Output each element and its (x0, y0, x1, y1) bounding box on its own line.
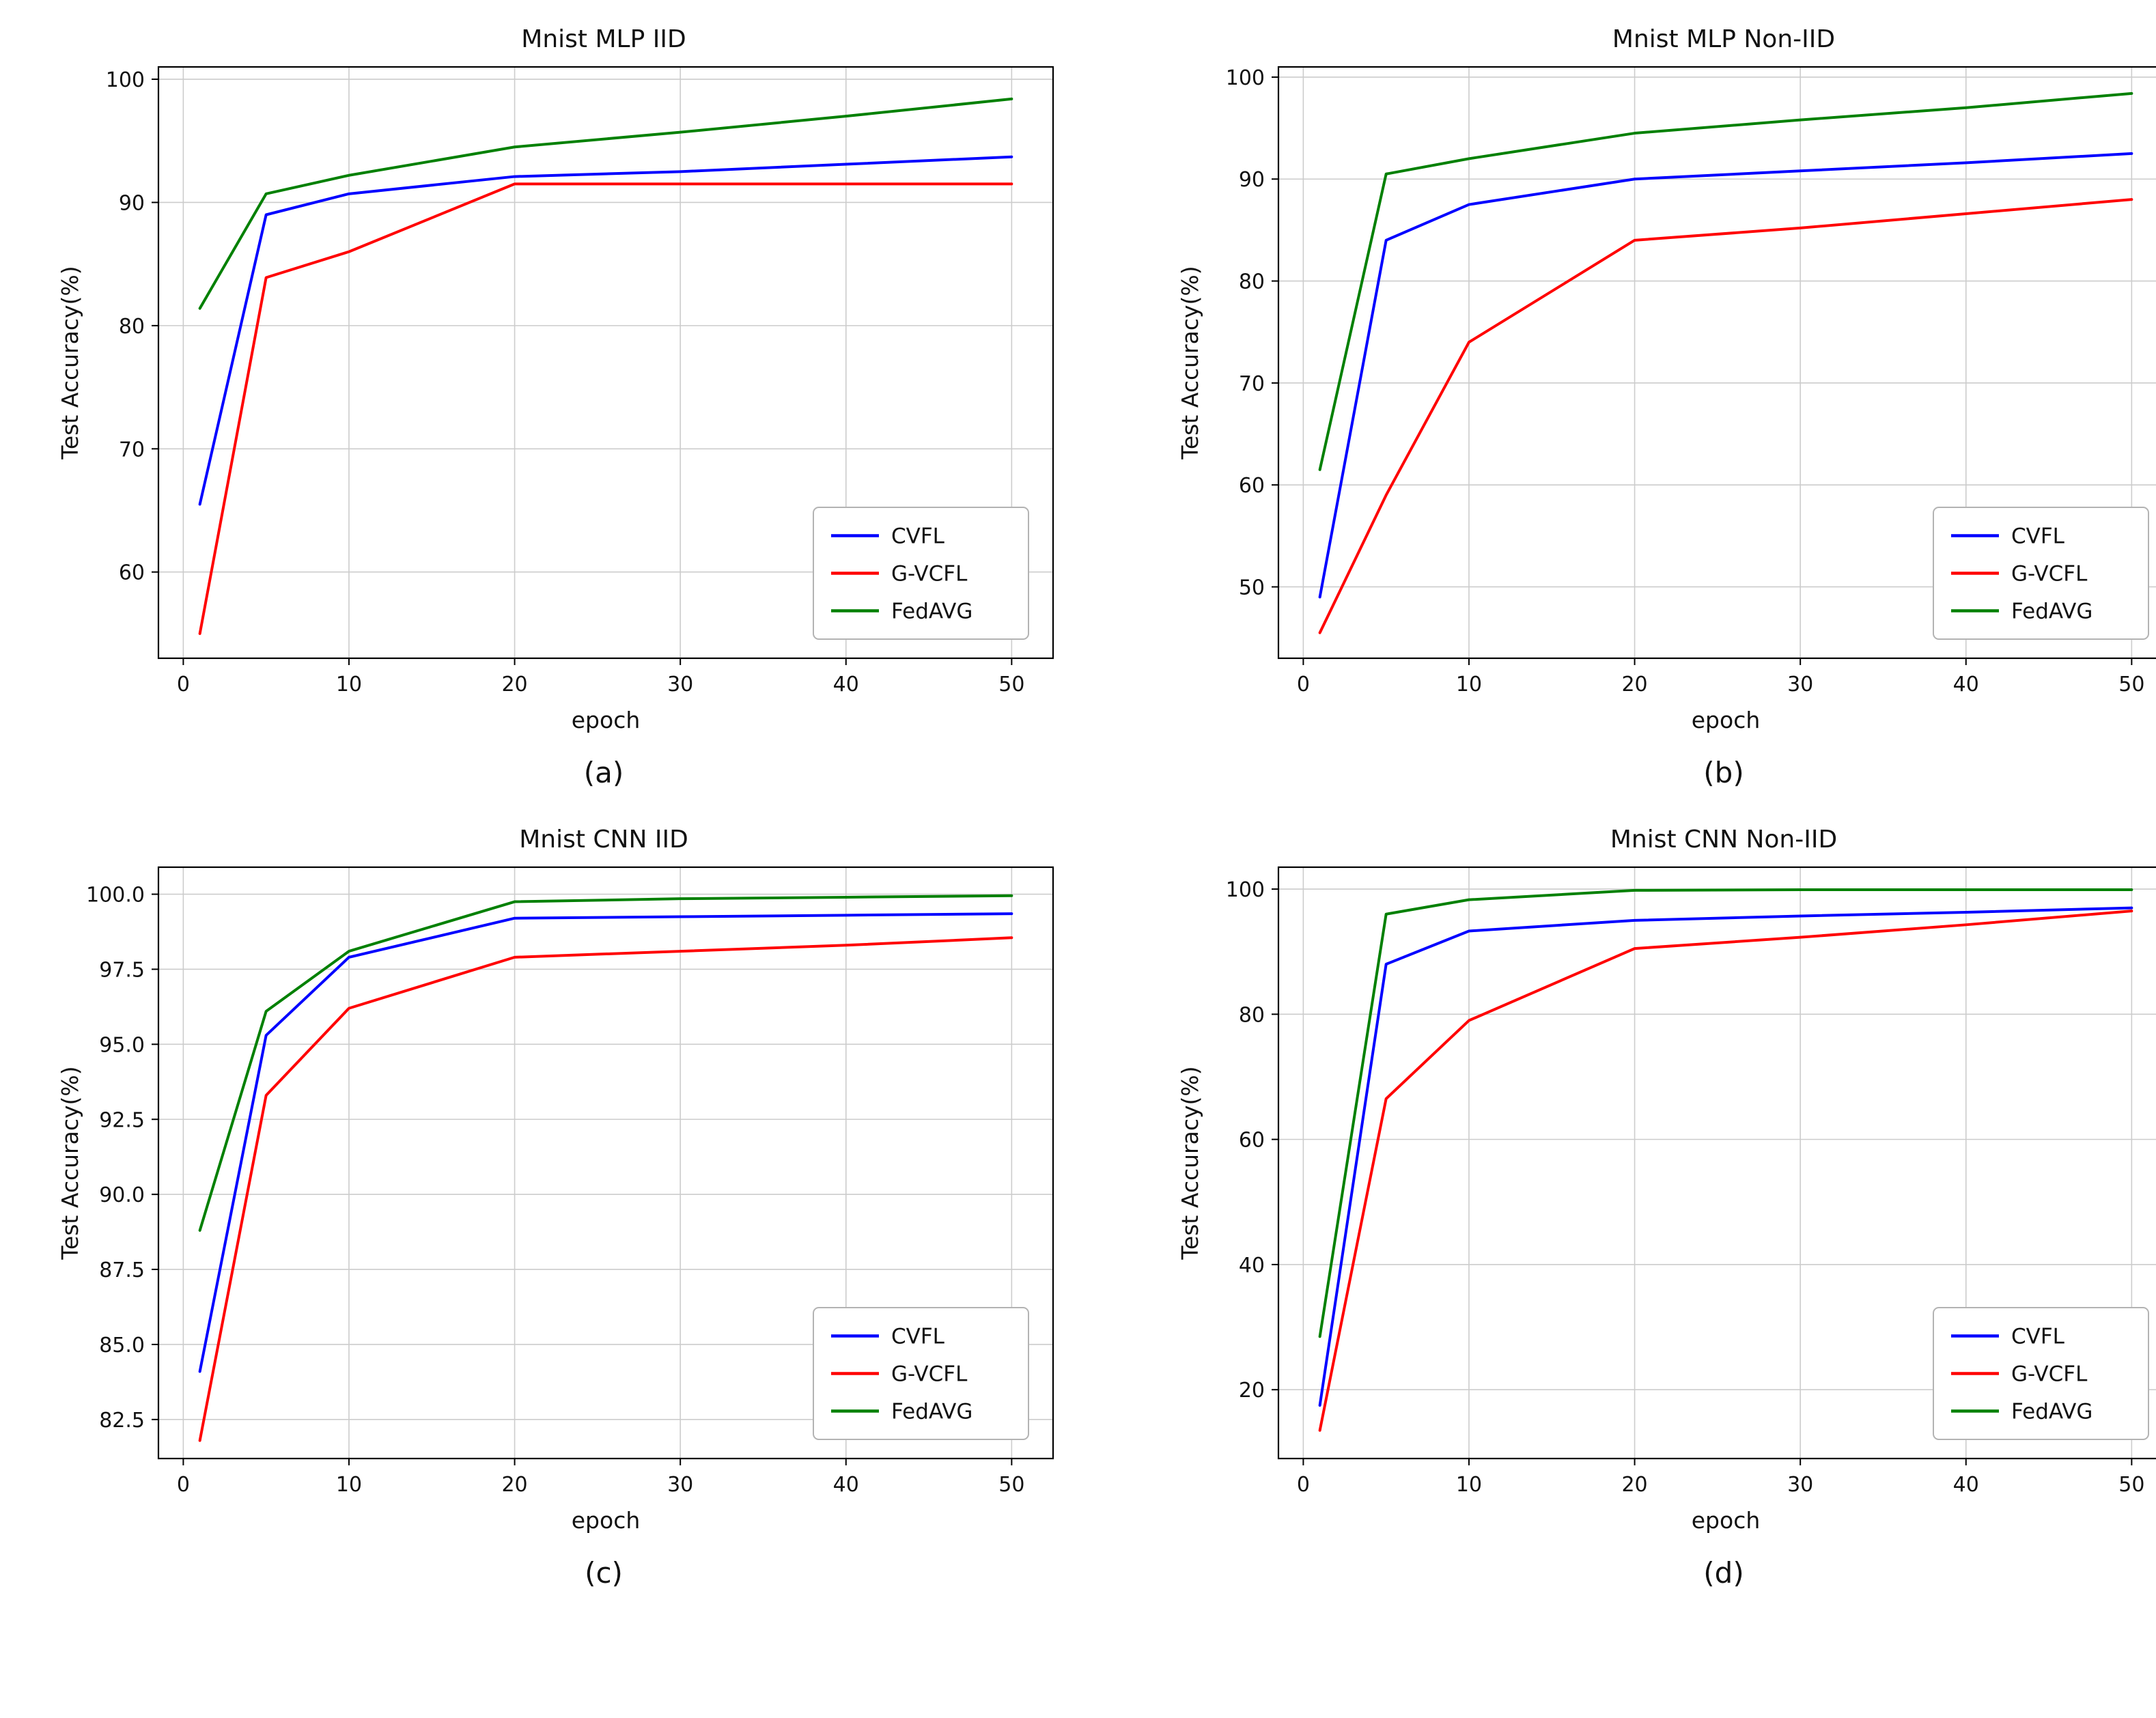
svg-text:20: 20 (1621, 1473, 1647, 1497)
svg-text:85.0: 85.0 (99, 1334, 145, 1357)
chart-caption: (c) (585, 1556, 623, 1590)
svg-text:0: 0 (177, 1473, 190, 1497)
chart-mnist-mlp-noniid: Mnist MLP Non-IID 0 10 20 30 40 50 50 60 70 80 90 1… (1164, 23, 2156, 792)
svg-text:50: 50 (998, 673, 1024, 696)
svg-text:97.5: 97.5 (99, 958, 145, 982)
svg-text:50: 50 (1239, 576, 1265, 600)
svg-text:Test Accuracy(%): Test Accuracy(%) (1177, 266, 1203, 460)
svg-text:50: 50 (2118, 673, 2144, 696)
chart-caption: (a) (583, 756, 624, 789)
chart-mnist-cnn-noniid: Mnist CNN Non-IID 0 10 20 30 40 50 20 40 60 80 100… (1164, 823, 2156, 1592)
chart-mnist-mlp-iid: Mnist MLP IID 0 10 20 30 40 50 60 70 80 90 100 epoc… (44, 23, 1082, 792)
svg-text:80: 80 (119, 315, 145, 339)
svg-text:30: 30 (667, 673, 693, 696)
svg-text:90: 90 (1239, 168, 1265, 192)
svg-text:87.5: 87.5 (99, 1258, 145, 1282)
chart-title: Mnist CNN Non-IID (1610, 826, 1838, 854)
svg-text:90.0: 90.0 (99, 1183, 145, 1207)
chart-caption: (b) (1703, 756, 1744, 789)
svg-text:epoch: epoch (572, 707, 641, 733)
svg-text:40: 40 (1239, 1254, 1265, 1278)
svg-text:92.5: 92.5 (99, 1108, 145, 1132)
svg-text:20: 20 (501, 673, 527, 696)
svg-text:40: 40 (1953, 1473, 1979, 1497)
svg-text:CVFL: CVFL (2011, 524, 2065, 549)
svg-text:100: 100 (1226, 878, 1265, 902)
svg-text:60: 60 (119, 561, 145, 585)
svg-text:20: 20 (1621, 673, 1647, 696)
svg-text:epoch: epoch (1692, 1507, 1761, 1534)
svg-text:60: 60 (1239, 1129, 1265, 1153)
svg-text:epoch: epoch (572, 1507, 641, 1534)
svg-text:20: 20 (1239, 1379, 1265, 1403)
svg-text:10: 10 (1456, 1473, 1482, 1497)
svg-text:40: 40 (833, 1473, 859, 1497)
svg-text:82.5: 82.5 (99, 1409, 145, 1433)
svg-text:20: 20 (501, 1473, 527, 1497)
svg-text:Test Accuracy(%): Test Accuracy(%) (1177, 1066, 1203, 1260)
svg-text:FedAVG: FedAVG (2011, 600, 2092, 624)
figure-grid: Mnist MLP IID 0 10 20 30 40 50 60 70 80 90 100 epoc… (44, 23, 2156, 1592)
svg-text:40: 40 (1953, 673, 1979, 696)
svg-text:CVFL: CVFL (2011, 1325, 2065, 1349)
chart-canvas: 0 10 20 30 40 50 60 70 80 90 100 epoch Test Accuracy… (44, 56, 1082, 754)
svg-text:G-VCFL: G-VCFL (891, 562, 968, 587)
plot-area-a: 0 10 20 30 40 50 60 70 80 90 100 epoch Test Accuracy… (57, 66, 1054, 733)
chart-caption: (d) (1703, 1556, 1744, 1590)
svg-text:30: 30 (667, 1473, 693, 1497)
svg-text:CVFL: CVFL (891, 524, 945, 549)
chart-canvas: 0 10 20 30 40 50 20 40 60 80 100 epoch Test Accuracy… (1164, 856, 2156, 1554)
svg-text:100: 100 (1226, 66, 1265, 90)
svg-text:G-VCFL: G-VCFL (2011, 562, 2088, 587)
chart-mnist-cnn-iid: Mnist CNN IID 0 10 20 30 40 50 82.5 85.0 87.5 90.… (44, 823, 1082, 1592)
svg-text:80: 80 (1239, 1003, 1265, 1027)
svg-text:30: 30 (1787, 673, 1813, 696)
svg-text:0: 0 (1297, 673, 1310, 696)
plot-area-c: 0 10 20 30 40 50 82.5 85.0 87.5 90.0 92.5 95.0 97.5 1… (57, 866, 1054, 1534)
plot-area-b: 0 10 20 30 40 50 50 60 70 80 90 100 epoch Test Accura… (1177, 66, 2156, 733)
svg-text:70: 70 (1239, 372, 1265, 396)
svg-text:10: 10 (336, 1473, 362, 1497)
svg-text:50: 50 (998, 1473, 1024, 1497)
svg-text:G-VCFL: G-VCFL (891, 1362, 968, 1387)
chart-canvas: 0 10 20 30 40 50 50 60 70 80 90 100 epoch Test Accura… (1164, 56, 2156, 754)
chart-title: Mnist CNN IID (519, 826, 688, 854)
svg-text:100: 100 (106, 68, 145, 92)
svg-text:FedAVG: FedAVG (891, 1400, 972, 1424)
svg-text:0: 0 (1297, 1473, 1310, 1497)
svg-text:FedAVG: FedAVG (891, 600, 972, 624)
svg-text:80: 80 (1239, 270, 1265, 294)
svg-text:10: 10 (1456, 673, 1482, 696)
svg-text:90: 90 (119, 191, 145, 215)
svg-text:0: 0 (177, 673, 190, 696)
plot-area-d: 0 10 20 30 40 50 20 40 60 80 100 epoch Test Accuracy… (1177, 866, 2156, 1534)
svg-text:10: 10 (336, 673, 362, 696)
svg-text:40: 40 (833, 673, 859, 696)
chart-canvas: 0 10 20 30 40 50 82.5 85.0 87.5 90.0 92.5 95.0 97.5 1… (44, 856, 1082, 1554)
svg-text:30: 30 (1787, 1473, 1813, 1497)
svg-text:CVFL: CVFL (891, 1325, 945, 1349)
svg-text:Test Accuracy(%): Test Accuracy(%) (57, 1066, 83, 1260)
svg-text:50: 50 (2118, 1473, 2144, 1497)
svg-text:100.0: 100.0 (86, 884, 145, 907)
svg-text:FedAVG: FedAVG (2011, 1400, 2092, 1424)
chart-title: Mnist MLP Non-IID (1612, 25, 1836, 53)
svg-text:G-VCFL: G-VCFL (2011, 1362, 2088, 1387)
chart-title: Mnist MLP IID (521, 25, 686, 53)
svg-text:60: 60 (1239, 474, 1265, 498)
svg-text:95.0: 95.0 (99, 1033, 145, 1057)
svg-text:epoch: epoch (1692, 707, 1761, 733)
svg-text:70: 70 (119, 438, 145, 462)
svg-text:Test Accuracy(%): Test Accuracy(%) (57, 266, 83, 460)
